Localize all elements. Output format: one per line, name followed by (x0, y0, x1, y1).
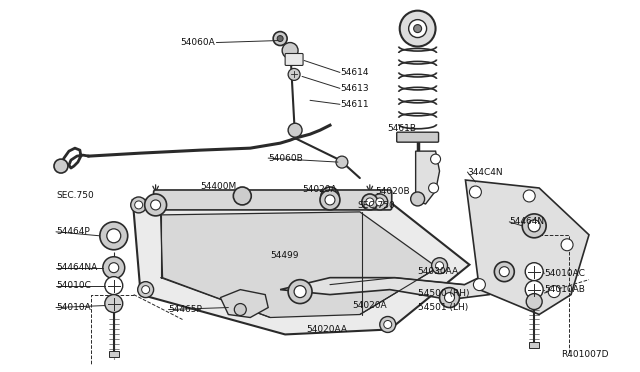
Circle shape (440, 288, 460, 308)
Text: 54614: 54614 (340, 68, 369, 77)
Text: 54060A: 54060A (180, 38, 216, 47)
Circle shape (522, 214, 546, 238)
Circle shape (288, 123, 302, 137)
Text: 54464N: 54464N (509, 217, 545, 227)
Circle shape (150, 200, 161, 210)
Text: 5461B: 5461B (388, 124, 417, 133)
Circle shape (336, 156, 348, 168)
Circle shape (525, 263, 543, 280)
Circle shape (494, 262, 515, 282)
Circle shape (362, 194, 378, 210)
FancyBboxPatch shape (154, 190, 392, 210)
Circle shape (273, 32, 287, 45)
FancyBboxPatch shape (397, 132, 438, 142)
Polygon shape (220, 290, 268, 318)
Circle shape (409, 20, 427, 38)
Circle shape (294, 286, 306, 298)
Text: 54020A: 54020A (352, 301, 387, 310)
Circle shape (431, 258, 447, 274)
Circle shape (100, 222, 128, 250)
Circle shape (474, 279, 485, 291)
Text: 54611: 54611 (340, 100, 369, 109)
Text: 54464NA: 54464NA (56, 263, 97, 272)
Circle shape (411, 192, 424, 206)
Circle shape (103, 257, 125, 279)
Text: SEC.750: SEC.750 (56, 192, 93, 201)
Circle shape (105, 295, 123, 312)
Circle shape (320, 190, 340, 210)
Text: 54020A: 54020A (302, 186, 337, 195)
Circle shape (400, 11, 436, 46)
Polygon shape (415, 151, 440, 204)
Circle shape (54, 159, 68, 173)
Text: 54464P: 54464P (56, 227, 90, 236)
Circle shape (234, 304, 246, 315)
Circle shape (321, 187, 339, 205)
Text: 54030AA: 54030AA (418, 267, 459, 276)
Polygon shape (109, 352, 119, 357)
Text: 54465P: 54465P (168, 305, 202, 314)
Circle shape (445, 293, 454, 302)
Text: 54010AB: 54010AB (544, 285, 585, 294)
Circle shape (413, 25, 422, 33)
Circle shape (141, 286, 150, 294)
Circle shape (134, 201, 143, 209)
Circle shape (325, 195, 335, 205)
Text: 54500 (RH): 54500 (RH) (418, 289, 469, 298)
Circle shape (282, 42, 298, 58)
Text: 54020B: 54020B (375, 187, 410, 196)
Text: 54400M: 54400M (200, 182, 237, 190)
Circle shape (548, 286, 560, 298)
Circle shape (366, 198, 374, 206)
Polygon shape (132, 198, 469, 334)
Circle shape (524, 190, 535, 202)
Circle shape (105, 277, 123, 295)
Circle shape (528, 220, 540, 232)
Text: SEC.750: SEC.750 (358, 201, 396, 211)
Polygon shape (161, 212, 438, 318)
Polygon shape (465, 180, 589, 314)
Circle shape (376, 198, 384, 206)
Circle shape (372, 194, 388, 210)
Circle shape (499, 267, 509, 277)
Circle shape (384, 321, 392, 328)
Circle shape (431, 154, 440, 164)
Circle shape (138, 282, 154, 298)
Text: 54060B: 54060B (268, 154, 303, 163)
Circle shape (526, 294, 542, 310)
Polygon shape (529, 342, 539, 349)
Circle shape (429, 183, 438, 193)
Circle shape (107, 229, 121, 243)
Circle shape (145, 194, 166, 216)
Text: 54010A: 54010A (56, 303, 91, 312)
Circle shape (561, 239, 573, 251)
Circle shape (288, 280, 312, 304)
Text: 54020AA: 54020AA (306, 325, 347, 334)
Circle shape (436, 262, 444, 270)
Text: 54499: 54499 (270, 251, 299, 260)
Text: R401007D: R401007D (561, 350, 609, 359)
Text: 54010AC: 54010AC (544, 269, 585, 278)
Circle shape (277, 36, 283, 42)
Polygon shape (280, 268, 509, 299)
Text: 54613: 54613 (340, 84, 369, 93)
Text: 54010C: 54010C (56, 281, 91, 290)
Circle shape (380, 317, 396, 333)
FancyBboxPatch shape (285, 54, 303, 65)
Circle shape (288, 68, 300, 80)
Circle shape (131, 197, 147, 213)
Circle shape (525, 280, 543, 299)
Text: 344C4N: 344C4N (467, 167, 503, 177)
Circle shape (234, 187, 252, 205)
Circle shape (469, 186, 481, 198)
Text: 54501 (LH): 54501 (LH) (418, 303, 468, 312)
Circle shape (109, 263, 119, 273)
